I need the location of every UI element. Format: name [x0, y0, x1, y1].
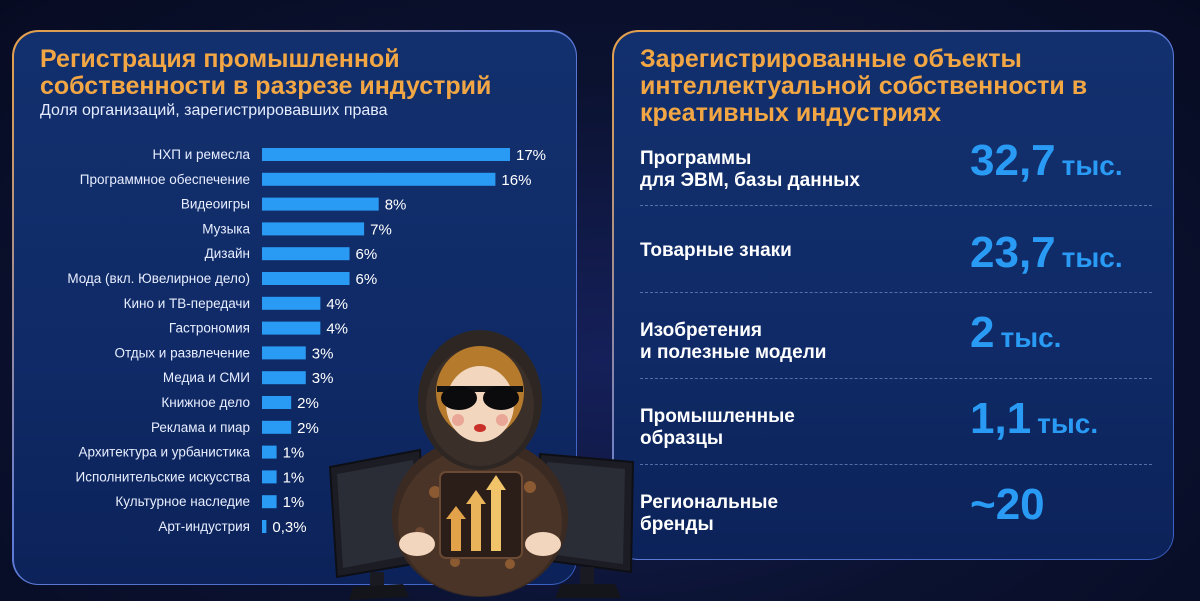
- value-label: 3%: [312, 345, 334, 362]
- kpi-unit: тыс.: [1000, 322, 1062, 353]
- bar: [262, 445, 277, 459]
- kpi-row-regional-brands: Региональные бренды ~20: [640, 482, 1150, 562]
- industry-chart-panel: Регистрация промышленной собственности в…: [12, 30, 577, 585]
- kpi-unit: тыс.: [1061, 150, 1123, 181]
- kpi-unit: тыс.: [1037, 408, 1099, 439]
- matryoshka-mascot-icon: [328, 330, 635, 600]
- bar: [262, 371, 306, 385]
- kpi-row-trademarks: Товарные знаки 23,7 тыс.: [640, 230, 1150, 310]
- kpi-row-software: Программы для ЭВМ, базы данных 32,7 тыс.: [640, 138, 1150, 218]
- category-label: Культурное наследие: [115, 494, 250, 509]
- category-label: Программное обеспечение: [80, 172, 250, 187]
- category-label: Отдых и развлечение: [114, 345, 250, 360]
- kpi-number: ~20: [970, 480, 1045, 529]
- value-label: 1%: [283, 445, 305, 462]
- value-label: 16%: [501, 172, 531, 189]
- bar: [262, 346, 306, 360]
- kpi-label: Товарные знаки: [640, 240, 792, 261]
- kpi-value: 23,7 тыс.: [970, 230, 1123, 281]
- kpi-value: 1,1 тыс.: [970, 396, 1098, 447]
- bar: [262, 520, 267, 533]
- bar: [262, 148, 510, 161]
- category-label: Музыка: [202, 221, 250, 236]
- divider: [640, 205, 1152, 206]
- kpi-value: 2 тыс.: [970, 310, 1061, 361]
- value-label: 1%: [283, 494, 305, 511]
- chart-title: Регистрация промышленной собственности в…: [40, 45, 492, 100]
- ip-objects-panel: Зарегистрированные объекты интеллектуаль…: [612, 30, 1174, 560]
- bar: [262, 247, 350, 261]
- kpi-number: 1,1: [970, 394, 1032, 443]
- bar: [262, 470, 277, 484]
- bar: [262, 321, 321, 335]
- bar: [262, 420, 292, 434]
- category-label: Медиа и СМИ: [163, 370, 250, 385]
- category-label: Архитектура и урбанистика: [79, 445, 251, 460]
- category-label: Кино и ТВ-передачи: [124, 296, 250, 311]
- growth-arrows-icon: [439, 471, 523, 559]
- value-label: 0,3%: [272, 519, 306, 536]
- bar-chart: НХП и ремесла 17% Программное обеспечение 1…: [67, 147, 546, 536]
- value-label: 6%: [356, 271, 378, 288]
- category-label: Исполнительские искусства: [76, 469, 251, 484]
- bar: [262, 396, 292, 409]
- bar: [262, 197, 379, 211]
- kpi-number: 23,7: [970, 228, 1056, 277]
- category-label: Дизайн: [205, 246, 250, 261]
- bar: [262, 296, 321, 310]
- kpi-label: Региональные бренды: [640, 492, 779, 535]
- value-label: 7%: [370, 221, 392, 238]
- bar: [262, 272, 350, 285]
- category-label: Реклама и пиар: [151, 420, 250, 435]
- category-label: Книжное дело: [161, 395, 250, 410]
- divider: [640, 292, 1152, 293]
- chart-subtitle: Доля организаций, зарегистрировавших пра…: [40, 102, 388, 119]
- category-label: Гастрономия: [169, 321, 250, 336]
- value-label: 3%: [312, 370, 334, 387]
- category-label: Арт-индустрия: [158, 519, 250, 534]
- sunglasses-icon: [437, 386, 523, 410]
- category-label: Видеоигры: [181, 197, 250, 212]
- value-label: 17%: [516, 147, 546, 164]
- kpi-row-industrial-designs: Промышленные образцы 1,1 тыс.: [640, 396, 1150, 476]
- kpi-label: Изобретения и полезные модели: [640, 320, 827, 363]
- kpi-row-inventions: Изобретения и полезные модели 2 тыс.: [640, 310, 1150, 390]
- bar: [262, 172, 496, 186]
- value-label: 2%: [297, 420, 319, 437]
- value-label: 1%: [283, 469, 305, 486]
- kpi-number: 32,7: [970, 136, 1056, 185]
- bar: [262, 222, 365, 236]
- ip-panel-title: Зарегистрированные объекты интеллектуаль…: [640, 45, 1088, 127]
- category-label: Мода (вкл. Ювелирное дело): [67, 271, 250, 286]
- divider: [640, 464, 1152, 465]
- value-label: 4%: [326, 296, 348, 313]
- value-label: 6%: [356, 246, 378, 263]
- value-label: 4%: [326, 321, 348, 338]
- kpi-value: 32,7 тыс.: [970, 138, 1123, 189]
- kpi-unit: тыс.: [1061, 242, 1123, 273]
- kpi-number: 2: [970, 308, 995, 357]
- kpi-label: Промышленные образцы: [640, 406, 795, 449]
- bar: [262, 495, 277, 509]
- value-label: 8%: [385, 197, 407, 214]
- divider: [640, 378, 1152, 379]
- category-label: НХП и ремесла: [153, 147, 251, 162]
- kpi-label: Программы для ЭВМ, базы данных: [640, 148, 860, 191]
- value-label: 2%: [297, 395, 319, 412]
- kpi-value: ~20: [970, 482, 1051, 533]
